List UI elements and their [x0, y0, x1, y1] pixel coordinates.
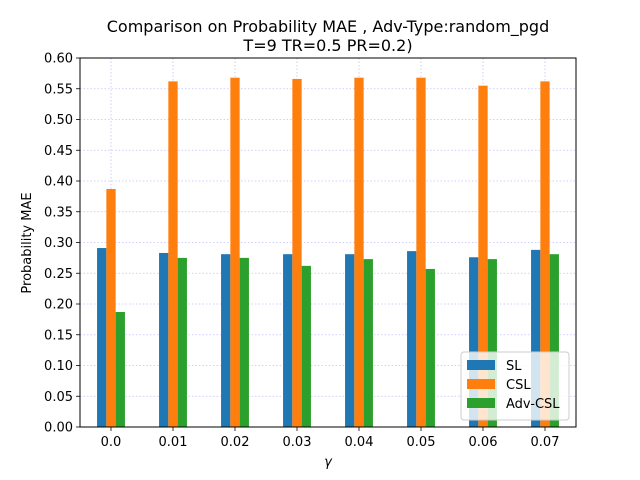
bar-csl-0.02 — [230, 77, 240, 428]
legend-swatch-csl — [467, 379, 495, 389]
y-axis-label: Probability MAE — [20, 192, 35, 293]
legend-label-csl: CSL — [506, 378, 531, 393]
bar-sl-0.06 — [469, 257, 479, 427]
y-tick-label: 0.25 — [44, 267, 73, 282]
bar-csl-0.04 — [354, 77, 364, 428]
bar-sl-0.0 — [97, 248, 107, 427]
bar-csl-0.01 — [168, 81, 178, 428]
bar-csl-0.06 — [478, 85, 488, 428]
x-tick-label: 0.02 — [221, 435, 250, 450]
bar-adv-csl-0.07 — [549, 254, 559, 427]
y-tick-label: 0.05 — [44, 390, 73, 405]
bar-adv-csl-0.01 — [177, 257, 187, 427]
bar-adv-csl-0.05 — [425, 268, 435, 427]
x-axis-label: γ — [324, 455, 333, 470]
y-tick-label: 0.10 — [44, 359, 73, 374]
axis-ticks: 0.00 0.05 0.10 0.15 0.20 0.25 0.30 0.35 0.40 0.45… — [44, 52, 559, 451]
bar-csl-0.03 — [292, 78, 302, 427]
y-tick-label: 0.20 — [44, 298, 73, 313]
bar-csl-0.07 — [540, 81, 550, 428]
x-tick-label: 0.04 — [345, 435, 374, 450]
x-tick-label: 0.06 — [469, 435, 498, 450]
y-tick-label: 0.45 — [44, 144, 73, 159]
bar-sl-0.04 — [345, 254, 355, 427]
legend-swatch-adv-csl — [467, 398, 495, 408]
x-tick-label: 0.03 — [283, 435, 312, 450]
bar-sl-0.01 — [159, 252, 169, 427]
legend-swatch-sl — [467, 360, 495, 370]
chart-title-line2: T=9 TR=0.5 PR=0.2) — [242, 36, 412, 55]
bar-adv-csl-0.03 — [301, 265, 311, 427]
bar-adv-csl-0.02 — [239, 257, 249, 427]
y-tick-label: 0.00 — [44, 421, 73, 436]
bar-csl-0.0 — [106, 188, 116, 427]
bar-adv-csl-0.04 — [363, 259, 373, 427]
x-tick-label: 0.01 — [159, 435, 188, 450]
y-tick-label: 0.35 — [44, 205, 73, 220]
y-tick-label: 0.15 — [44, 328, 73, 343]
y-tick-label: 0.60 — [44, 52, 73, 67]
bar-sl-0.07 — [531, 249, 541, 427]
x-tick-label: 0.07 — [531, 435, 560, 450]
y-tick-label: 0.40 — [44, 175, 73, 190]
y-tick-label: 0.50 — [44, 113, 73, 128]
y-tick-label: 0.30 — [44, 236, 73, 251]
legend-label-sl: SL — [506, 359, 522, 374]
bar-sl-0.03 — [283, 254, 293, 427]
bar-sl-0.02 — [221, 254, 231, 427]
bar-adv-csl-0.0 — [115, 311, 125, 427]
legend-label-adv-csl: Adv-CSL — [506, 397, 560, 412]
bar-adv-csl-0.06 — [487, 259, 497, 427]
y-tick-label: 0.55 — [44, 82, 73, 97]
chart-title-line1: Comparison on Probability MAE , Adv-Type… — [107, 17, 550, 37]
legend: SL CSL Adv-CSL — [460, 351, 570, 421]
x-tick-label: 0.0 — [101, 435, 122, 450]
x-tick-label: 0.05 — [407, 435, 436, 450]
bars — [97, 77, 559, 428]
bar-csl-0.05 — [416, 77, 426, 428]
bar-sl-0.05 — [407, 251, 417, 427]
